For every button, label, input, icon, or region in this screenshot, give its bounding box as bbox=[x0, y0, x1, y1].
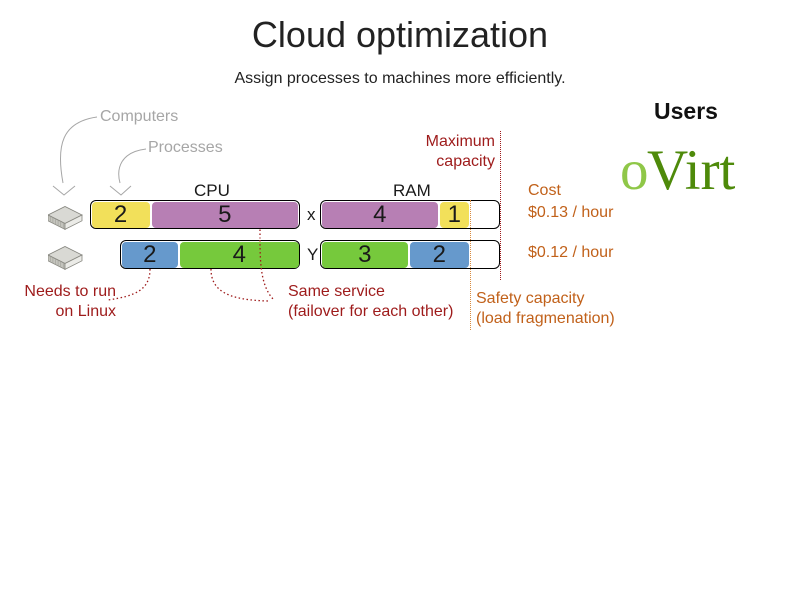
svg-text:o: o bbox=[620, 139, 649, 201]
svg-text:Virt: Virt bbox=[647, 139, 736, 201]
